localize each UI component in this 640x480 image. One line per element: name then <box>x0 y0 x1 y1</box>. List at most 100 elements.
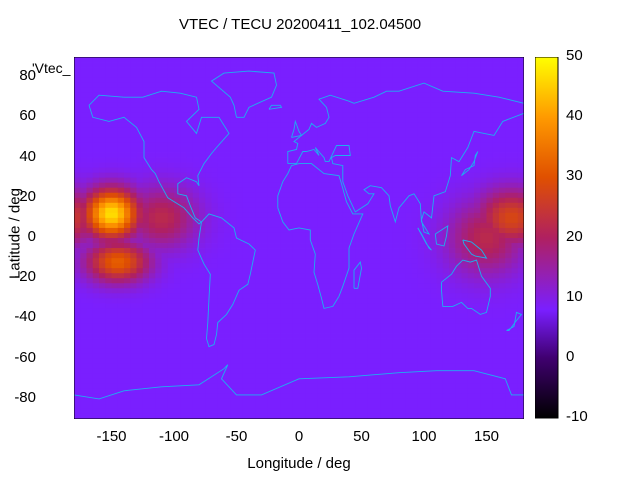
heatmap-cell <box>249 313 256 319</box>
heatmap-cell <box>74 57 81 63</box>
heatmap-cell <box>117 172 125 179</box>
heatmap-cell <box>274 278 281 284</box>
heatmap-cell <box>142 278 150 284</box>
heatmap-cell <box>486 338 494 344</box>
heatmap-cell <box>417 62 425 68</box>
heatmap-cell <box>149 132 156 138</box>
heatmap-cell <box>211 328 219 334</box>
heatmap-cell <box>230 127 237 133</box>
heatmap-cell <box>336 343 344 350</box>
heatmap-cell <box>317 283 325 289</box>
heatmap-cell <box>361 177 369 184</box>
heatmap-cell <box>92 102 100 108</box>
heatmap-cell <box>292 298 300 304</box>
heatmap-cell <box>405 147 412 153</box>
heatmap-cell <box>136 243 144 249</box>
heatmap-cell <box>380 323 387 329</box>
heatmap-cell <box>117 308 125 314</box>
heatmap-cell <box>317 303 325 309</box>
heatmap-cell <box>180 258 187 264</box>
heatmap-cell <box>505 288 512 294</box>
heatmap-cell <box>242 132 250 138</box>
heatmap-cell <box>492 398 500 405</box>
heatmap-cell <box>242 102 250 108</box>
heatmap-cell <box>92 107 100 113</box>
heatmap-cell <box>80 313 87 319</box>
heatmap-cell <box>105 92 112 98</box>
heatmap-cell <box>117 162 125 169</box>
heatmap-cell <box>92 82 100 88</box>
heatmap-cell <box>424 288 431 294</box>
heatmap-cell <box>211 263 219 269</box>
heatmap-cell <box>467 238 475 244</box>
heatmap-cell <box>499 238 506 244</box>
heatmap-cell <box>117 383 125 390</box>
heatmap-cell <box>380 172 387 179</box>
heatmap-cell <box>380 328 387 334</box>
heatmap-cell <box>261 298 269 304</box>
vtec-map <box>74 57 524 419</box>
heatmap-cell <box>299 358 306 365</box>
heatmap-cell <box>455 248 462 254</box>
heatmap-cell <box>242 263 250 269</box>
heatmap-cell <box>417 202 425 209</box>
heatmap-cell <box>317 172 325 179</box>
heatmap-cell <box>255 293 262 299</box>
heatmap-cell <box>474 283 481 289</box>
heatmap-cell <box>317 112 325 118</box>
heatmap-cell <box>317 323 325 329</box>
heatmap-cell <box>442 278 450 284</box>
heatmap-cell <box>174 368 181 375</box>
heatmap-cell <box>167 117 175 123</box>
heatmap-cell <box>436 172 444 179</box>
heatmap-cell <box>380 177 387 184</box>
heatmap-cell <box>505 273 512 279</box>
heatmap-cell <box>442 328 450 334</box>
heatmap-cell <box>486 328 494 334</box>
heatmap-cell <box>149 162 156 169</box>
heatmap-cell <box>155 207 162 214</box>
heatmap-cell <box>517 112 524 118</box>
heatmap-cell <box>430 107 437 113</box>
heatmap-cell <box>436 293 444 299</box>
heatmap-cell <box>180 107 187 113</box>
heatmap-cell <box>380 268 387 274</box>
heatmap-cell <box>124 353 131 360</box>
heatmap-cell <box>136 238 144 244</box>
heatmap-cell <box>205 102 212 108</box>
heatmap-cell <box>442 273 450 279</box>
heatmap-cell <box>142 248 150 254</box>
heatmap-cell <box>386 147 394 153</box>
heatmap-cell <box>105 248 112 254</box>
heatmap-cell <box>430 293 437 299</box>
heatmap-cell <box>517 182 524 189</box>
heatmap-cell <box>505 187 512 194</box>
heatmap-cell <box>186 147 194 153</box>
heatmap-cell <box>505 132 512 138</box>
heatmap-cell <box>367 388 375 395</box>
heatmap-cell <box>74 253 81 259</box>
heatmap-cell <box>130 403 137 410</box>
heatmap-cell <box>330 167 337 174</box>
heatmap-cell <box>192 268 200 274</box>
heatmap-cell <box>261 162 269 169</box>
heatmap-cell <box>111 388 119 395</box>
heatmap-cell <box>292 263 300 269</box>
heatmap-cell <box>517 238 524 244</box>
heatmap-cell <box>149 293 156 299</box>
heatmap-cell <box>436 378 444 385</box>
heatmap-cell <box>174 62 181 68</box>
heatmap-cell <box>286 353 294 360</box>
heatmap-cell <box>136 323 144 329</box>
heatmap-cell <box>105 137 112 143</box>
heatmap-cell <box>242 122 250 128</box>
heatmap-cell <box>474 227 481 234</box>
heatmap-cell <box>155 338 162 344</box>
heatmap-cell <box>355 162 362 169</box>
heatmap-cell <box>299 62 306 68</box>
heatmap-cell <box>149 243 156 249</box>
heatmap-cell <box>286 253 294 259</box>
heatmap-cell <box>436 278 444 284</box>
heatmap-cell <box>480 303 487 309</box>
heatmap-cell <box>155 232 162 239</box>
